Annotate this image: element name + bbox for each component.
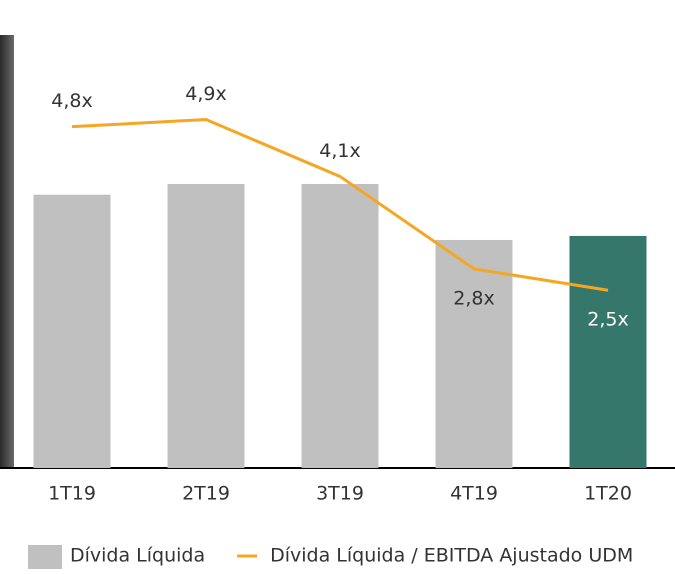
data-label: 4,9x (185, 83, 226, 105)
data-label: 2,8x (453, 287, 494, 309)
x-tick-label: 4T19 (450, 483, 498, 505)
bar (302, 184, 379, 468)
data-label: 4,8x (51, 90, 92, 112)
bar (34, 195, 111, 468)
x-tick-label: 3T19 (316, 483, 364, 505)
legend-swatch (28, 545, 62, 569)
bar (168, 184, 245, 468)
x-tick-label: 1T20 (584, 483, 632, 505)
data-label: 2,5x (587, 309, 628, 331)
bar (570, 236, 647, 468)
photo-strip (0, 35, 14, 468)
x-tick-label: 1T19 (48, 483, 96, 505)
page: {"chart_data": { "type": "bar-line", "ca… (0, 0, 675, 570)
data-label: 4,1x (319, 140, 360, 162)
legend-label: Dívida Líquida (70, 545, 205, 567)
chart: 1T19 2T19 3T19 4T19 1T20 4,8x 4,9x 4,1x 2,8x 2,5x… (0, 0, 675, 570)
x-tick-label: 2T19 (182, 483, 230, 505)
legend-label: Dívida Líquida / EBITDA Ajustado UDM (270, 545, 633, 567)
